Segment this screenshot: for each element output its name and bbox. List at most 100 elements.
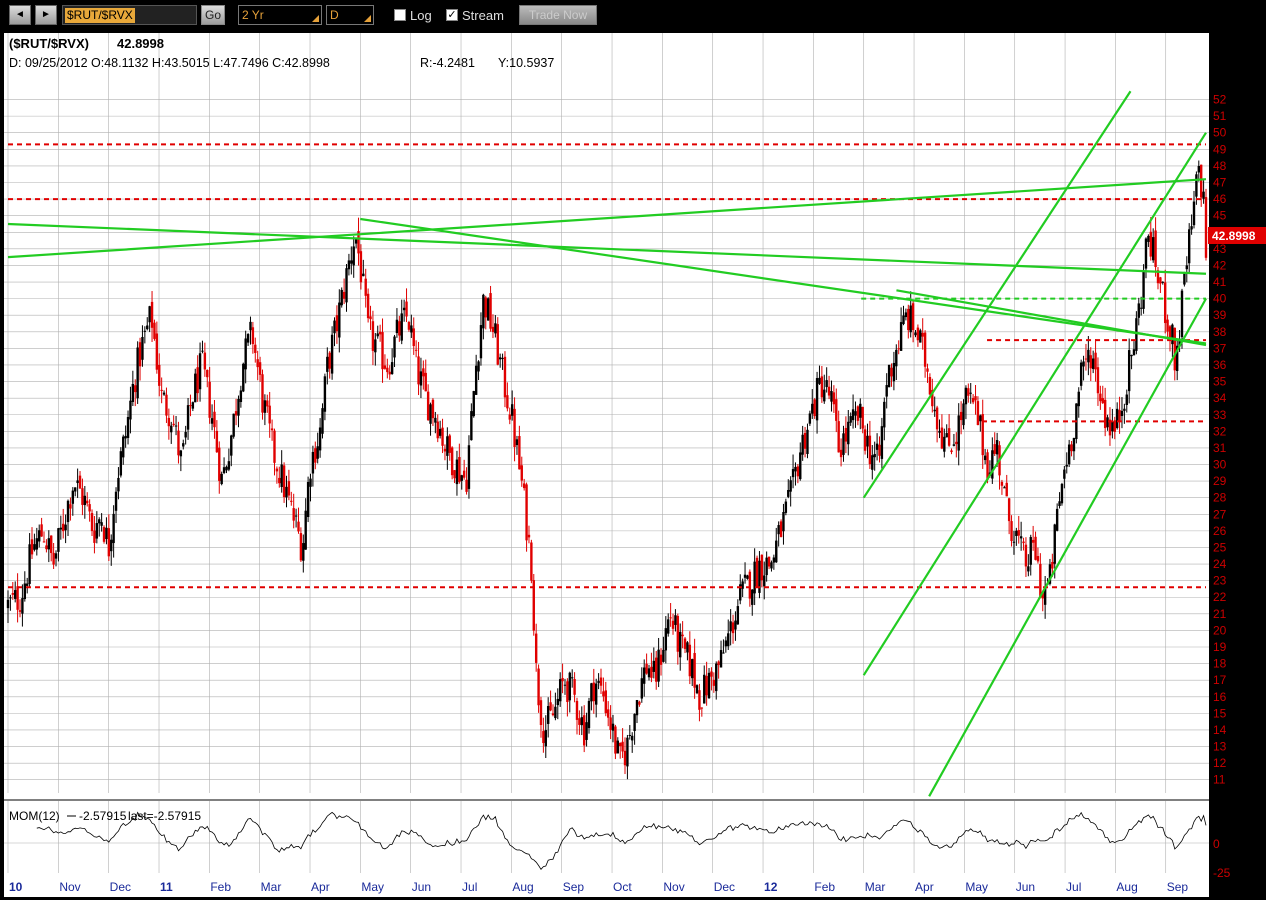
candle-body bbox=[400, 313, 403, 341]
candle-body bbox=[11, 593, 15, 595]
date-tick-label: Nov bbox=[59, 880, 80, 894]
candle-body bbox=[273, 430, 276, 463]
go-button[interactable]: Go bbox=[201, 5, 225, 25]
candle-body bbox=[1192, 201, 1196, 226]
candle-body bbox=[242, 363, 245, 392]
candle-body bbox=[931, 389, 934, 407]
candle-body bbox=[1108, 419, 1112, 436]
candle-body bbox=[1024, 544, 1028, 567]
candle-body bbox=[110, 539, 113, 552]
symbol-input[interactable]: $RUT/$RVX bbox=[62, 5, 197, 25]
candle-body bbox=[662, 649, 665, 662]
candle-body bbox=[575, 700, 579, 720]
price-tick-label: 34 bbox=[1213, 391, 1227, 405]
candle-body bbox=[208, 381, 211, 418]
candle-body bbox=[1087, 349, 1090, 363]
candle-body bbox=[412, 328, 415, 347]
back-button[interactable]: ◄ bbox=[9, 5, 31, 25]
candle-body bbox=[1067, 444, 1071, 465]
candle-body bbox=[426, 391, 430, 421]
candle-body bbox=[395, 319, 399, 334]
candle-body bbox=[856, 406, 860, 421]
last-price-box bbox=[1208, 227, 1266, 244]
price-tick-label: 22 bbox=[1213, 590, 1227, 604]
candle-body bbox=[679, 631, 682, 658]
candle-body bbox=[991, 450, 994, 479]
candle-body bbox=[1019, 536, 1023, 539]
candle-body bbox=[126, 416, 130, 438]
candle-body bbox=[429, 404, 432, 424]
candle-body bbox=[827, 386, 831, 396]
trade-now-button[interactable]: Trade Now bbox=[519, 5, 597, 25]
candle-body bbox=[225, 466, 228, 471]
support-resistance-lines bbox=[8, 143, 1206, 589]
candle-body bbox=[498, 357, 502, 360]
log-label: Log bbox=[410, 8, 432, 23]
candle-body bbox=[1130, 354, 1133, 357]
candle-body bbox=[623, 750, 627, 766]
candle-body bbox=[1091, 358, 1095, 369]
candle-body bbox=[1142, 271, 1145, 309]
candle-body bbox=[825, 380, 828, 388]
candle-body bbox=[1034, 536, 1037, 560]
candle-body bbox=[366, 293, 370, 319]
candle-body bbox=[1053, 524, 1056, 564]
candle-body bbox=[18, 610, 22, 612]
period-select[interactable]: 2 Yr bbox=[238, 5, 322, 25]
candle-body bbox=[844, 427, 848, 442]
candle-body bbox=[78, 475, 82, 489]
candle-body bbox=[402, 307, 406, 311]
price-tick-label: 38 bbox=[1213, 325, 1227, 339]
candle-body bbox=[633, 713, 636, 731]
candle-body bbox=[556, 698, 559, 706]
candle-body bbox=[875, 443, 879, 450]
candle-body bbox=[1137, 303, 1140, 318]
candle-body bbox=[81, 488, 84, 505]
date-tick-label: Sep bbox=[563, 880, 585, 894]
candle-body bbox=[681, 634, 684, 637]
candle-body bbox=[952, 444, 956, 446]
candle-body bbox=[719, 650, 723, 668]
candle-body bbox=[227, 461, 231, 470]
candle-body bbox=[117, 477, 120, 492]
candle-body bbox=[796, 466, 800, 477]
price-tick-label: 15 bbox=[1213, 706, 1227, 720]
candle-body bbox=[369, 316, 372, 320]
candle-body bbox=[1000, 481, 1004, 486]
candle-body bbox=[462, 470, 466, 478]
candle-body bbox=[1017, 530, 1020, 536]
candle-body bbox=[390, 362, 394, 375]
candle-body bbox=[453, 470, 456, 479]
candle-body bbox=[357, 231, 360, 254]
candle-body bbox=[1180, 290, 1184, 338]
candle-body bbox=[832, 392, 836, 405]
date-tick-label: Mar bbox=[261, 880, 282, 894]
candle-body bbox=[1171, 324, 1174, 345]
candle-body bbox=[847, 421, 850, 445]
candle-body bbox=[76, 480, 79, 484]
candle-body bbox=[143, 330, 147, 332]
candle-body bbox=[794, 466, 797, 472]
momentum-tick-neg25: -25 bbox=[1213, 866, 1231, 880]
candle-body bbox=[122, 436, 125, 458]
candle-body bbox=[1003, 487, 1006, 489]
forward-button[interactable]: ► bbox=[35, 5, 57, 25]
candle-body bbox=[393, 336, 396, 358]
candle-body bbox=[784, 501, 788, 513]
candle-body bbox=[268, 405, 271, 424]
candle-body bbox=[261, 374, 264, 413]
price-tick-label: 49 bbox=[1213, 142, 1227, 156]
candle-body bbox=[664, 628, 668, 651]
log-checkbox[interactable] bbox=[394, 9, 406, 21]
frequency-select[interactable]: D bbox=[326, 5, 374, 25]
candle-body bbox=[549, 702, 552, 711]
candle-body bbox=[398, 321, 401, 336]
stream-checkbox[interactable]: ✓ bbox=[446, 9, 458, 21]
candle-body bbox=[839, 449, 843, 458]
candle-body bbox=[772, 557, 776, 563]
candle-body bbox=[1139, 307, 1143, 309]
candle-body bbox=[955, 441, 958, 445]
candle-body bbox=[522, 483, 526, 489]
candle-body bbox=[177, 430, 180, 456]
candle-body bbox=[467, 445, 471, 489]
